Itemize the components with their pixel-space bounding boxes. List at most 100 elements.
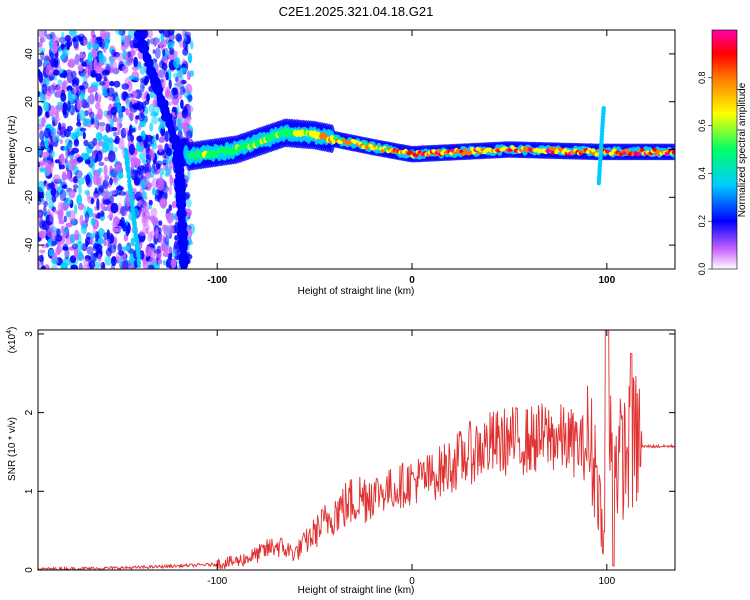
noise-blob — [51, 257, 59, 265]
noise-blob — [149, 122, 154, 132]
noise-blob — [42, 93, 46, 99]
noise-blob — [130, 170, 134, 177]
noise-blob — [43, 127, 52, 139]
noise-blob — [73, 184, 79, 189]
noise-blob — [56, 228, 61, 237]
noise-blob — [109, 118, 115, 128]
noise-blob — [138, 112, 145, 122]
noise-blob — [49, 52, 55, 59]
noise-blob — [71, 70, 77, 80]
noise-blob — [146, 93, 151, 102]
noise-blob — [49, 212, 54, 223]
noise-blob — [56, 245, 61, 256]
noise-blob — [40, 196, 45, 203]
noise-blob — [165, 147, 172, 157]
noise-blob — [94, 231, 99, 242]
noise-blob — [160, 167, 165, 176]
noise-blob — [139, 229, 146, 237]
noise-blob — [124, 210, 128, 217]
noise-blob — [71, 243, 79, 250]
noise-blob — [87, 141, 95, 150]
noise-blob — [128, 107, 134, 119]
noise-blob — [176, 71, 184, 78]
noise-blob — [180, 99, 184, 109]
noise-blob — [167, 30, 175, 36]
noise-blob — [109, 80, 115, 87]
noise-blob — [108, 95, 113, 101]
noise-blob — [38, 255, 44, 263]
noise-blob — [62, 80, 69, 85]
noise-blob — [171, 87, 179, 100]
noise-blob — [38, 71, 43, 84]
noise-blob — [111, 49, 117, 58]
noise-blob — [149, 111, 158, 118]
noise-blob — [74, 170, 83, 179]
snr-axes: -100 0 100 0 1 2 3 — [24, 330, 675, 587]
noise-blob — [115, 30, 123, 36]
trace-point — [133, 225, 137, 231]
colorbar-tick-label: 0.8 — [697, 72, 707, 85]
noise-blob — [99, 124, 105, 132]
noise-blob — [90, 117, 95, 125]
noise-blob — [157, 227, 162, 235]
noise-blob — [39, 130, 45, 141]
noise-blob — [38, 230, 47, 239]
noise-blob — [132, 127, 136, 133]
trace-point — [128, 179, 131, 184]
noise-blob — [103, 164, 108, 177]
noise-blob — [173, 72, 178, 79]
noise-blob — [126, 80, 133, 93]
noise-blob — [118, 111, 124, 122]
noise-blob — [143, 106, 149, 115]
ridge-core — [548, 146, 554, 151]
noise-blob — [38, 70, 42, 75]
noise-blob — [59, 126, 67, 138]
noise-blob — [165, 226, 171, 234]
noise-blob — [145, 144, 150, 154]
noise-blob — [110, 106, 118, 116]
noise-blob — [151, 137, 156, 143]
ridge-core — [436, 148, 442, 153]
noise-blob — [113, 80, 121, 88]
noise-blob — [112, 131, 118, 137]
noise-blob — [142, 202, 150, 214]
noise-blob — [89, 233, 97, 239]
noise-blob — [151, 216, 159, 226]
noise-blob — [62, 243, 69, 251]
noise-blob — [164, 248, 170, 253]
noise-blob — [50, 187, 57, 197]
noise-blob — [162, 159, 168, 164]
noise-blob — [69, 150, 75, 156]
noise-blob — [60, 92, 67, 103]
spectrogram-panel: -100 0 100 -40 -20 0 20 40 Height of straight l… — [7, 29, 676, 297]
noise-blob — [87, 51, 93, 64]
noise-blob — [80, 223, 88, 235]
noise-blob — [187, 52, 193, 64]
noise-blob — [84, 159, 91, 165]
noise-blob — [107, 87, 115, 97]
noise-blob — [140, 81, 145, 93]
ridge-core — [461, 152, 466, 156]
noise-blob — [89, 111, 95, 119]
noise-blob — [165, 35, 169, 44]
noise-blob — [73, 38, 79, 49]
x-tick-label: 100 — [598, 275, 615, 286]
noise-blob — [100, 38, 105, 50]
noise-blob — [86, 41, 92, 50]
noise-blob — [156, 178, 165, 191]
snr-scale-exponent: 4 — [6, 330, 13, 334]
noise-blob — [110, 202, 119, 214]
noise-blob — [185, 36, 191, 45]
noise-blob — [187, 105, 194, 113]
noise-blob — [84, 189, 90, 196]
noise-blob — [67, 170, 71, 181]
noise-blob — [54, 110, 60, 119]
ridge-core — [413, 153, 419, 158]
noise-blob — [121, 83, 129, 90]
noise-blob — [137, 209, 145, 218]
noise-blob — [99, 81, 106, 86]
noise-blob — [92, 173, 100, 186]
noise-blob — [190, 40, 194, 50]
noise-blob — [149, 256, 156, 264]
noise-blob — [148, 103, 155, 113]
